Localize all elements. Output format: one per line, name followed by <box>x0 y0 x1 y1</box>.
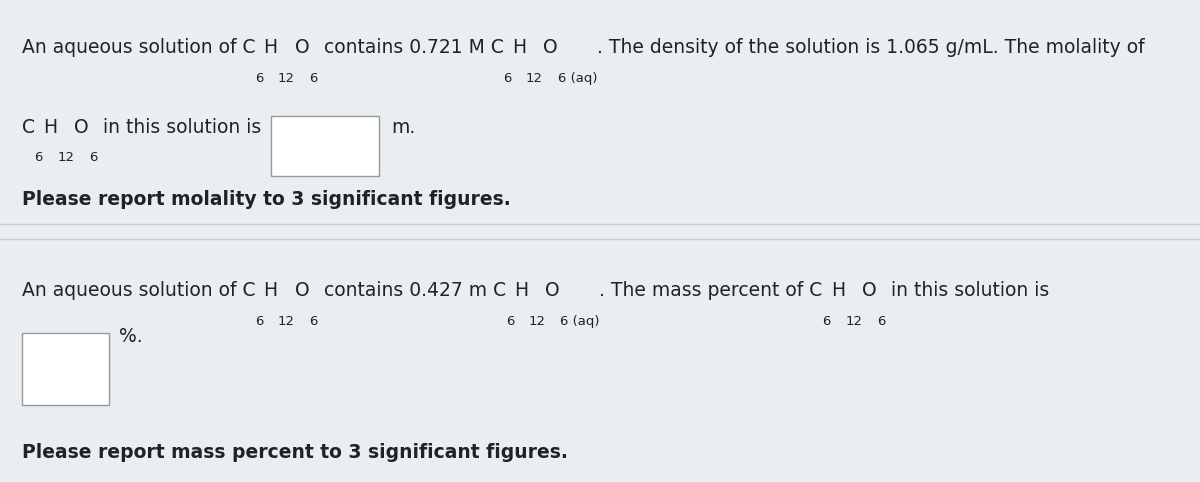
Text: %.: %. <box>119 327 143 346</box>
Text: 12: 12 <box>526 72 542 85</box>
Text: 6: 6 <box>504 72 512 85</box>
Text: Please report molality to 3 significant figures.: Please report molality to 3 significant … <box>22 190 510 209</box>
Text: O: O <box>295 38 310 57</box>
FancyBboxPatch shape <box>271 116 379 176</box>
Text: H: H <box>264 38 277 57</box>
Text: 6: 6 <box>310 315 318 328</box>
Text: 6 (aq): 6 (aq) <box>558 72 598 85</box>
Text: 6: 6 <box>256 315 264 328</box>
Text: m.: m. <box>391 118 415 136</box>
FancyBboxPatch shape <box>22 333 109 405</box>
Text: in this solution is: in this solution is <box>97 118 268 136</box>
Text: 6: 6 <box>823 315 830 328</box>
Text: H: H <box>514 281 528 300</box>
Text: 12: 12 <box>277 72 295 85</box>
Text: H: H <box>43 118 58 136</box>
Text: contains 0.721 M C: contains 0.721 M C <box>318 38 504 57</box>
Text: 6: 6 <box>89 151 97 164</box>
Text: 6: 6 <box>505 315 514 328</box>
Text: C: C <box>22 118 35 136</box>
Text: An aqueous solution of C: An aqueous solution of C <box>22 281 256 300</box>
Text: An aqueous solution of C: An aqueous solution of C <box>22 38 256 57</box>
Text: 6: 6 <box>35 151 43 164</box>
Text: H: H <box>830 281 845 300</box>
Text: in this solution is: in this solution is <box>886 281 1049 300</box>
Text: O: O <box>545 281 560 300</box>
Text: 6: 6 <box>310 72 318 85</box>
Text: 6: 6 <box>877 315 886 328</box>
Text: 12: 12 <box>528 315 545 328</box>
Text: O: O <box>862 281 877 300</box>
Text: 6 (aq): 6 (aq) <box>560 315 599 328</box>
Text: O: O <box>542 38 558 57</box>
Text: 12: 12 <box>845 315 862 328</box>
Text: H: H <box>512 38 526 57</box>
Text: . The mass percent of C: . The mass percent of C <box>599 281 823 300</box>
Text: Please report mass percent to 3 significant figures.: Please report mass percent to 3 signific… <box>22 443 568 462</box>
Text: 12: 12 <box>58 151 74 164</box>
Text: H: H <box>264 281 277 300</box>
Text: contains 0.427 m C: contains 0.427 m C <box>318 281 505 300</box>
Text: 6: 6 <box>256 72 264 85</box>
Text: O: O <box>74 118 89 136</box>
Text: . The density of the solution is 1.065 g/mL. The molality of: . The density of the solution is 1.065 g… <box>598 38 1145 57</box>
Text: 12: 12 <box>277 315 295 328</box>
Text: O: O <box>295 281 310 300</box>
